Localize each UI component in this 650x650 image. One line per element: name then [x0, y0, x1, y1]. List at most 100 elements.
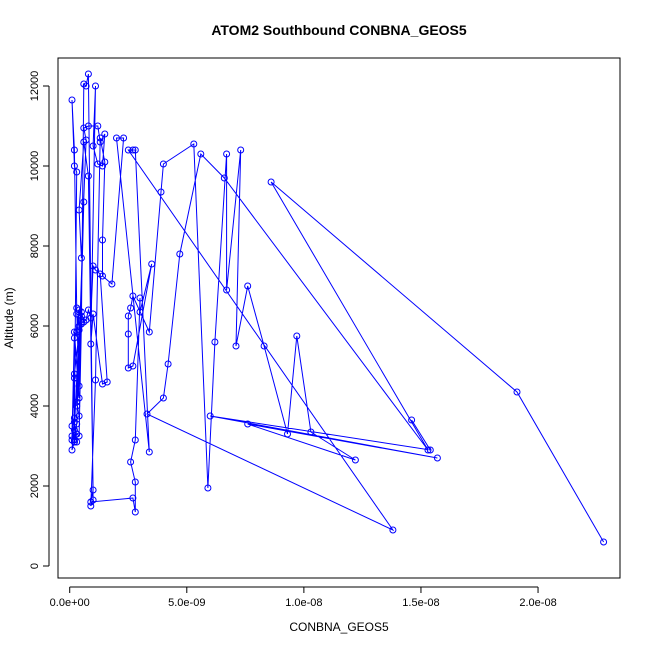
y-tick-label: 8000	[29, 234, 41, 258]
data-point	[92, 266, 99, 274]
data-point	[87, 502, 95, 510]
data-point	[124, 364, 132, 372]
data-point	[131, 146, 139, 154]
data-point	[68, 432, 76, 440]
data-point	[70, 414, 78, 422]
data-point	[131, 478, 139, 486]
data-point	[73, 304, 81, 312]
data-point	[513, 388, 521, 396]
data-point	[223, 150, 231, 158]
x-tick-label: 5.0e-09	[168, 597, 205, 609]
series-line	[71, 73, 605, 543]
data-point	[127, 304, 135, 312]
data-point	[190, 140, 198, 148]
data-point	[84, 306, 92, 314]
data-point	[113, 134, 120, 142]
data-point	[80, 80, 88, 88]
data-point	[84, 70, 92, 78]
data-point	[136, 294, 144, 302]
data-point	[77, 254, 85, 262]
x-tick-label: 1.5e-08	[402, 597, 439, 609]
data-point	[124, 146, 132, 154]
y-axis: 0 2000 4000 6000 8000 10000 12000	[29, 71, 50, 569]
data-point	[70, 370, 78, 378]
data-point	[124, 330, 132, 338]
x-tick-label: 2.0e-08	[519, 597, 556, 609]
data-point	[89, 496, 97, 504]
y-tick-label: 12000	[29, 71, 41, 102]
x-tick-label: 0.0e+00	[50, 597, 90, 609]
data-point	[68, 422, 76, 430]
data-point	[75, 412, 83, 420]
data-point	[351, 456, 359, 464]
data-point	[73, 438, 81, 446]
data-point	[87, 498, 95, 506]
y-tick-label: 4000	[29, 394, 41, 418]
data-point	[70, 162, 78, 170]
data-point	[206, 412, 214, 420]
data-point	[70, 146, 78, 154]
data-point	[94, 160, 102, 168]
data-point	[159, 394, 167, 402]
data-point	[284, 430, 291, 438]
data-point	[164, 360, 172, 368]
data-point	[70, 438, 78, 446]
data-point	[131, 508, 139, 516]
data-point	[244, 282, 252, 290]
data-point	[124, 312, 132, 320]
data-point	[159, 160, 167, 168]
data-point	[389, 526, 397, 534]
data-point	[68, 446, 76, 454]
data-point	[82, 316, 90, 324]
data-point	[267, 178, 275, 186]
data-point	[129, 146, 137, 154]
data-point	[176, 250, 184, 258]
data-point	[99, 380, 106, 388]
data-point	[80, 124, 88, 132]
data-point	[87, 314, 95, 322]
data-point	[129, 362, 137, 370]
data-point	[75, 394, 83, 402]
data-point	[260, 342, 268, 350]
data-point	[99, 162, 106, 170]
data-point	[92, 82, 99, 90]
data-point	[80, 198, 88, 206]
data-point	[89, 486, 97, 494]
y-tick-label: 10000	[29, 151, 41, 182]
data-point	[73, 374, 81, 382]
data-point	[84, 122, 92, 130]
data-point	[220, 174, 228, 182]
chart-title: ATOM2 Southbound CONBNA_GEOS5	[211, 22, 467, 38]
data-point	[145, 328, 153, 336]
data-point	[70, 374, 78, 382]
data-point	[293, 332, 301, 340]
data-point	[232, 342, 240, 350]
data-point	[87, 340, 95, 348]
data-point	[143, 410, 151, 418]
data-point	[157, 188, 165, 196]
data-point	[75, 326, 83, 334]
data-point	[408, 416, 416, 424]
data-point	[148, 260, 156, 268]
data-point	[108, 280, 116, 288]
data-point	[80, 318, 88, 326]
data-point	[211, 338, 219, 346]
data-point	[73, 420, 81, 428]
data-point	[75, 382, 83, 390]
data-point	[96, 138, 104, 146]
data-point	[82, 136, 90, 144]
y-tick-label: 0	[29, 563, 41, 569]
plot-area	[68, 70, 608, 546]
data-point	[426, 446, 434, 454]
data-point	[75, 206, 83, 214]
data-point	[96, 270, 104, 278]
y-tick-label: 6000	[29, 314, 41, 338]
data-point	[600, 538, 608, 546]
data-point	[127, 458, 135, 466]
data-point	[99, 272, 106, 280]
data-point	[103, 378, 111, 386]
data-point	[73, 168, 81, 176]
data-point	[89, 142, 97, 150]
